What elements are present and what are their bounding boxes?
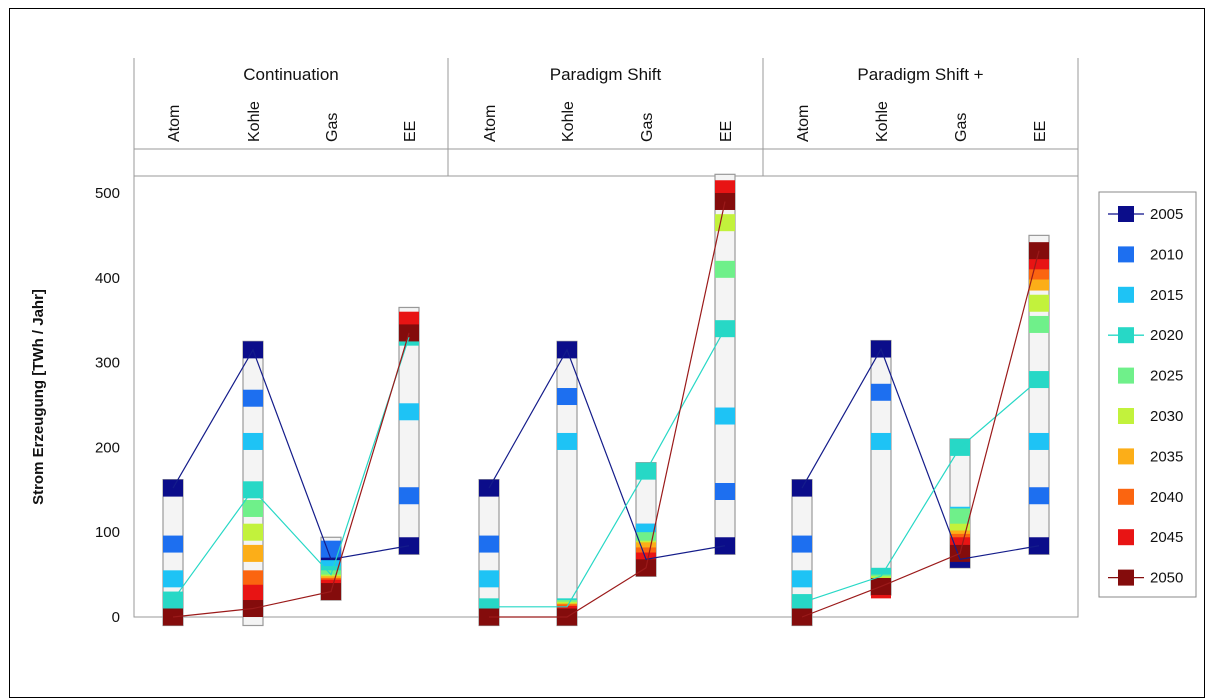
series-line-2020 [801, 379, 1040, 604]
legend-swatch-2025 [1118, 367, 1134, 384]
chart-canvas: Continuation Paradigm Shift Paradigm Shift… [30, 58, 1197, 627]
series-line-2005 [488, 348, 726, 561]
category-label: Gas [953, 113, 970, 142]
range-box [556, 340, 578, 627]
segment-2010 [479, 535, 499, 553]
segment-2030 [1029, 294, 1049, 312]
legend-swatch-2030 [1118, 408, 1134, 424]
legend-swatch-2050 [1118, 569, 1134, 586]
legend-swatch-2015 [1118, 286, 1134, 303]
legend-label: 2010 [1150, 246, 1183, 263]
legend-swatch-2020 [1118, 327, 1134, 344]
legend-swatch-2035 [1118, 448, 1134, 465]
segment-2015 [871, 432, 891, 450]
segment-2015 [243, 432, 263, 450]
category-label: EE [402, 121, 419, 142]
category-label: Atom [482, 105, 499, 142]
segment-2030 [243, 523, 263, 541]
legend-label: 2020 [1150, 327, 1183, 344]
segment-2015 [479, 570, 499, 588]
series-line-2050 [172, 332, 410, 618]
segment-2025 [715, 260, 735, 278]
legend-label: 2040 [1150, 489, 1183, 506]
segment-2015 [715, 407, 735, 425]
segment-2015 [557, 432, 577, 450]
legend-label: 2025 [1150, 368, 1183, 385]
category-label: Kohle [246, 101, 263, 142]
legend-swatch-2040 [1118, 488, 1134, 505]
segment-2010 [871, 383, 891, 401]
segment-2010 [243, 389, 263, 407]
segment-2010 [1029, 487, 1049, 505]
segment-2030 [715, 214, 735, 232]
range-box [870, 339, 892, 596]
segment-2025 [950, 508, 970, 526]
group-title: Continuation [243, 65, 338, 84]
legend-label: 2045 [1150, 529, 1183, 546]
segment-2010 [792, 535, 812, 553]
y-tick-label: 0 [112, 609, 120, 626]
series-line-2050 [801, 250, 1040, 618]
category-label: Gas [324, 113, 341, 142]
plot-area [133, 175, 1079, 618]
legend-swatch-2045 [1118, 529, 1134, 546]
legend-swatch-2010 [1118, 246, 1134, 263]
group-title: Paradigm Shift + [857, 65, 983, 84]
segment-2035 [243, 544, 263, 562]
category-label: Kohle [560, 101, 577, 142]
series-line-2050 [489, 201, 726, 618]
series-line-2020 [172, 336, 410, 601]
legend-label: 2035 [1150, 448, 1183, 465]
series-line-2020 [489, 328, 726, 608]
y-tick-label: 300 [95, 355, 120, 372]
segment-2025 [243, 499, 263, 517]
y-tick-label: 100 [95, 524, 120, 541]
legend [1098, 191, 1197, 598]
legend-swatch-2005 [1118, 206, 1134, 222]
legend-label: 2005 [1150, 206, 1183, 223]
segment-2010 [399, 487, 419, 505]
series-line-2005 [172, 348, 410, 561]
segment-2010 [557, 388, 577, 406]
segment-2015 [1029, 432, 1049, 450]
segment-2010 [163, 535, 183, 553]
legend-label: 2015 [1150, 287, 1183, 304]
category-label: Kohle [874, 101, 891, 142]
segment-2015 [792, 570, 812, 588]
category-label: Gas [639, 113, 656, 142]
segment-2045 [243, 584, 263, 602]
segment-2025 [1029, 315, 1049, 333]
y-tick-label: 400 [95, 270, 120, 287]
y-axis-label: Strom Erzeugung [TWh / Jahr] [30, 289, 47, 505]
y-tick-label: 200 [95, 439, 120, 456]
segment-2010 [715, 482, 735, 500]
segment-2015 [163, 570, 183, 588]
series-line-2005 [801, 347, 1040, 561]
legend-label: 2050 [1150, 570, 1183, 587]
category-label: Atom [166, 105, 183, 142]
segment-2015 [399, 403, 419, 421]
segment-2040 [243, 570, 263, 588]
y-tick-label: 500 [95, 185, 120, 202]
category-label: Atom [795, 105, 812, 142]
legend-label: 2030 [1150, 408, 1183, 425]
group-title: Paradigm Shift [550, 65, 662, 84]
category-label: EE [718, 121, 735, 142]
category-label: EE [1032, 121, 1049, 142]
